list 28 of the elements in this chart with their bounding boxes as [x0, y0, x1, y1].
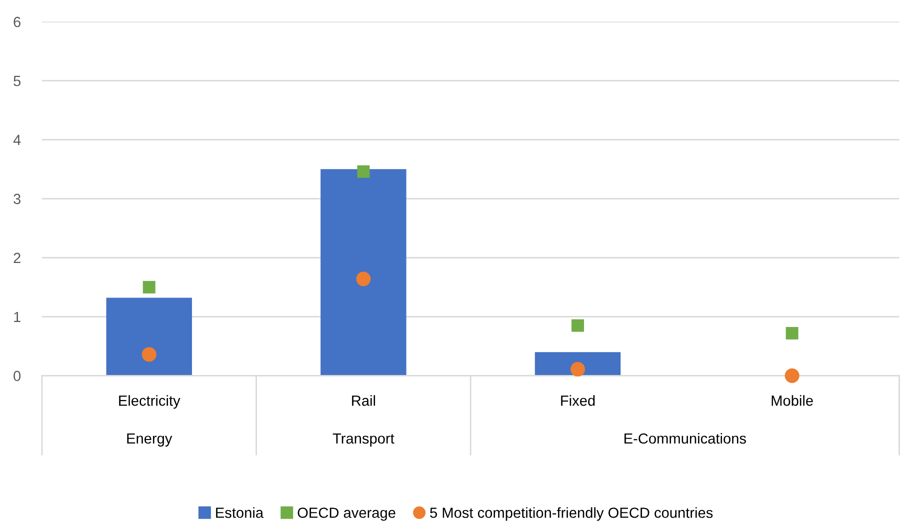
point	[570, 362, 586, 376]
y-tick-label: 1	[14, 312, 20, 322]
point	[357, 165, 370, 178]
y-tick-label: 3	[14, 194, 20, 204]
legend-label: 5 Most competition-friendly OECD countries	[430, 507, 713, 521]
bar	[320, 169, 406, 376]
point	[356, 272, 371, 286]
bar	[534, 352, 621, 376]
text: Energy	[127, 434, 172, 447]
point	[142, 280, 156, 294]
point	[572, 319, 584, 332]
x-tick-label: Rail	[352, 395, 376, 406]
x-tick-label: Fixed	[561, 395, 595, 406]
y-tick-label: 4	[13, 134, 21, 145]
legend-label: OECD average	[298, 508, 396, 521]
y-tick-label: 6	[14, 16, 20, 28]
legend-label: Estonia	[216, 507, 264, 518]
x-tick-label: Electricity	[119, 395, 180, 409]
point	[786, 326, 798, 340]
text: E-Communications	[624, 432, 746, 444]
point	[784, 368, 800, 383]
y-tick-label: 2	[14, 252, 20, 263]
y-tick-label: 0	[14, 370, 21, 382]
y-tick-label: 5	[14, 76, 21, 86]
point	[142, 347, 156, 362]
x-tick-label: Mobile	[772, 395, 813, 406]
text: Transport	[332, 434, 394, 447]
bar	[106, 298, 192, 376]
